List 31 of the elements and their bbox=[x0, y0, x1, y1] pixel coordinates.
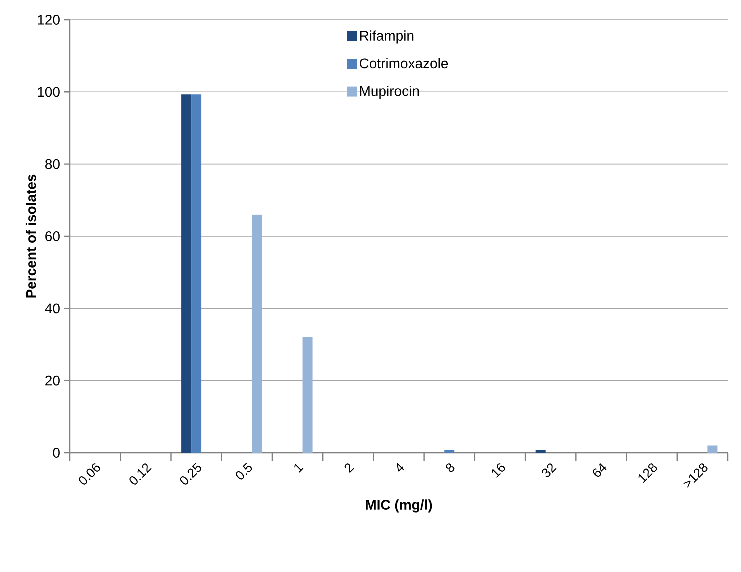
x-axis-title: MIC (mg/l) bbox=[366, 500, 432, 513]
x-tick-label: 0.12 bbox=[130, 464, 152, 485]
y-tick-label: 100 bbox=[38, 87, 60, 98]
bar bbox=[444, 450, 455, 453]
bar bbox=[192, 94, 202, 453]
x-tick-label: 64 bbox=[593, 463, 607, 478]
legend-label: Cotrimoxazole bbox=[360, 58, 448, 69]
bar bbox=[182, 94, 192, 453]
legend-label: Mupirocin bbox=[360, 86, 420, 100]
x-tick-label: 1 bbox=[294, 464, 304, 473]
y-tick-label: 40 bbox=[45, 304, 60, 314]
legend-label: Rifampin bbox=[360, 30, 414, 44]
y-tick-label: 20 bbox=[46, 376, 60, 386]
y-tick-label: 120 bbox=[38, 15, 60, 25]
x-tick-label: 0.5 bbox=[236, 462, 252, 480]
bar bbox=[302, 338, 313, 453]
bar bbox=[536, 450, 546, 453]
bar bbox=[708, 446, 718, 453]
x-tick-label: 2 bbox=[344, 464, 354, 474]
y-axis-title: Percent of isolates bbox=[26, 174, 36, 298]
x-tick-label: 4 bbox=[397, 463, 404, 472]
y-tick-label: 60 bbox=[46, 232, 60, 242]
x-tick-label: 128 bbox=[638, 464, 658, 484]
x-tick-label: 0.06 bbox=[79, 464, 100, 485]
x-tick-label: 16 bbox=[492, 464, 506, 478]
x-tick-label: 8 bbox=[446, 464, 455, 472]
x-tick-label: 32 bbox=[542, 464, 557, 478]
y-tick-label: 80 bbox=[46, 159, 60, 170]
x-tick-label: 0.25 bbox=[180, 462, 202, 485]
bar bbox=[252, 214, 262, 453]
y-tick-label: 0 bbox=[53, 448, 60, 458]
